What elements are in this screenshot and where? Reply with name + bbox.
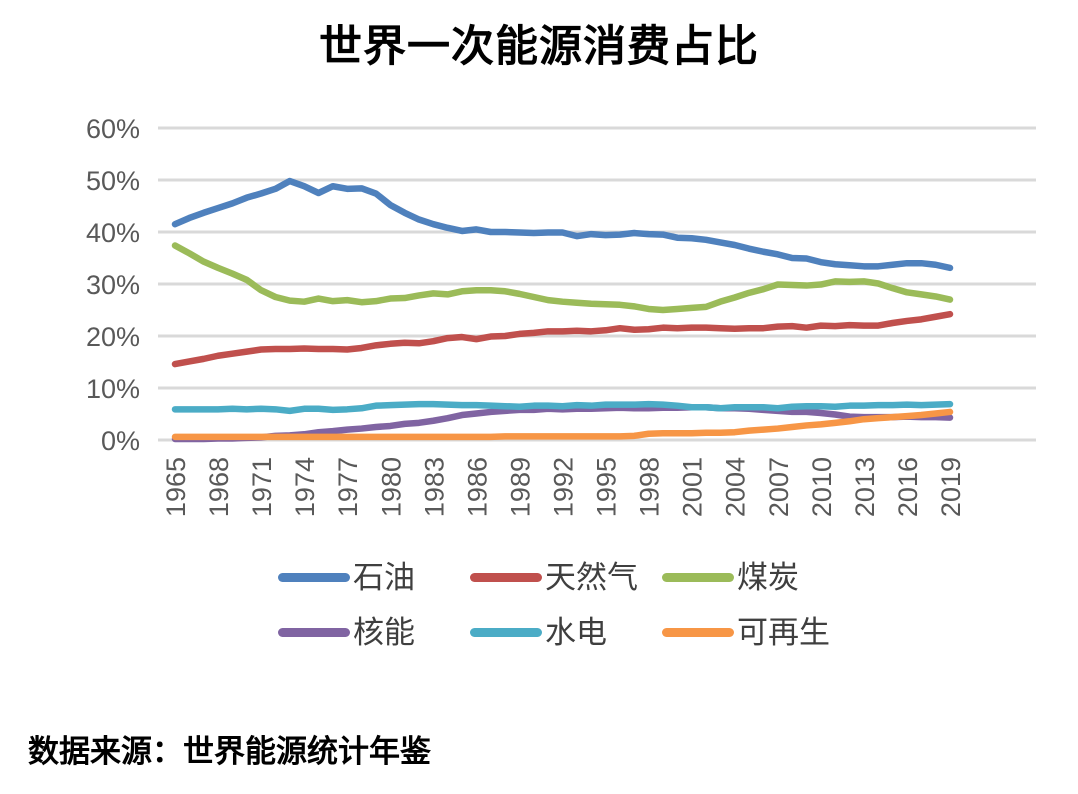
legend-label: 可再生 bbox=[737, 615, 830, 650]
y-axis-tick-label: 40% bbox=[86, 218, 140, 248]
legend-swatch-natural-gas bbox=[470, 573, 542, 582]
y-axis-tick-label: 50% bbox=[86, 166, 140, 196]
legend-item-oil: 石油 bbox=[278, 562, 470, 593]
x-axis-tick-label: 1965 bbox=[161, 457, 191, 517]
x-axis-tick-label: 1995 bbox=[592, 457, 622, 517]
legend-label: 水电 bbox=[545, 615, 607, 650]
legend-label: 煤炭 bbox=[737, 560, 799, 595]
legend-swatch-nuclear bbox=[278, 628, 350, 637]
x-axis-tick-label: 1980 bbox=[376, 457, 406, 517]
y-axis-tick-label: 60% bbox=[86, 114, 140, 144]
x-axis-tick-label: 1986 bbox=[462, 457, 492, 517]
x-axis-tick-label: 2013 bbox=[850, 457, 880, 517]
legend-item-renewable: 可再生 bbox=[662, 617, 854, 648]
x-axis-tick-label: 1971 bbox=[247, 457, 277, 517]
chart-title: 世界一次能源消费占比 bbox=[319, 23, 759, 71]
legend-item-natural-gas: 天然气 bbox=[470, 562, 662, 593]
series-line-hydro bbox=[171, 400, 954, 415]
y-axis-tick-label: 20% bbox=[86, 322, 140, 352]
x-axis-tick-label: 1974 bbox=[290, 457, 320, 517]
series-line-renewable bbox=[171, 408, 954, 441]
x-axis-tick-label: 1983 bbox=[419, 457, 449, 517]
legend-swatch-hydro bbox=[470, 628, 542, 637]
x-axis-tick-label: 2016 bbox=[893, 457, 923, 517]
x-axis-tick-label: 1989 bbox=[505, 457, 535, 517]
x-axis-tick-label: 2007 bbox=[764, 457, 794, 517]
legend-row: 石油 天然气 煤炭 bbox=[54, 562, 1078, 593]
legend-row: 核能 水电 可再生 bbox=[54, 617, 1078, 648]
x-axis-tick-label: 1968 bbox=[204, 457, 234, 517]
legend-swatch-renewable bbox=[662, 628, 734, 637]
x-axis-tick-label: 1977 bbox=[333, 457, 363, 517]
series-line-oil bbox=[171, 177, 954, 272]
series-line-coal bbox=[171, 242, 954, 314]
legend-item-nuclear: 核能 bbox=[278, 617, 470, 648]
legend: 石油 天然气 煤炭核能 水电 可再生 bbox=[0, 562, 1078, 672]
legend-swatch-coal bbox=[662, 573, 734, 582]
y-axis-tick-label: 0% bbox=[101, 426, 140, 456]
x-axis-tick-label: 2010 bbox=[807, 457, 837, 517]
series-line-natural-gas bbox=[171, 310, 954, 368]
x-axis-tick-label: 1992 bbox=[549, 457, 579, 517]
legend-swatch-oil bbox=[278, 573, 350, 582]
x-axis-tick-label: 2004 bbox=[721, 457, 751, 517]
source-note: 数据来源：世界能源统计年鉴 bbox=[28, 734, 431, 769]
y-axis-tick-label: 10% bbox=[86, 374, 140, 404]
legend-label: 天然气 bbox=[545, 560, 638, 595]
x-axis-tick-label: 1998 bbox=[635, 457, 665, 517]
x-axis-tick-label: 2001 bbox=[678, 457, 708, 517]
x-axis-tick-label: 2019 bbox=[936, 457, 966, 517]
legend-label: 石油 bbox=[353, 560, 415, 595]
chart-svg: 0% 10% 20% 30% 40% 50% 60% 1965 1968 1971 1974 1977… bbox=[86, 114, 1036, 517]
y-axis-tick-label: 30% bbox=[86, 270, 140, 300]
legend-item-coal: 煤炭 bbox=[662, 562, 854, 593]
legend-item-hydro: 水电 bbox=[470, 617, 662, 648]
legend-label: 核能 bbox=[353, 615, 415, 650]
